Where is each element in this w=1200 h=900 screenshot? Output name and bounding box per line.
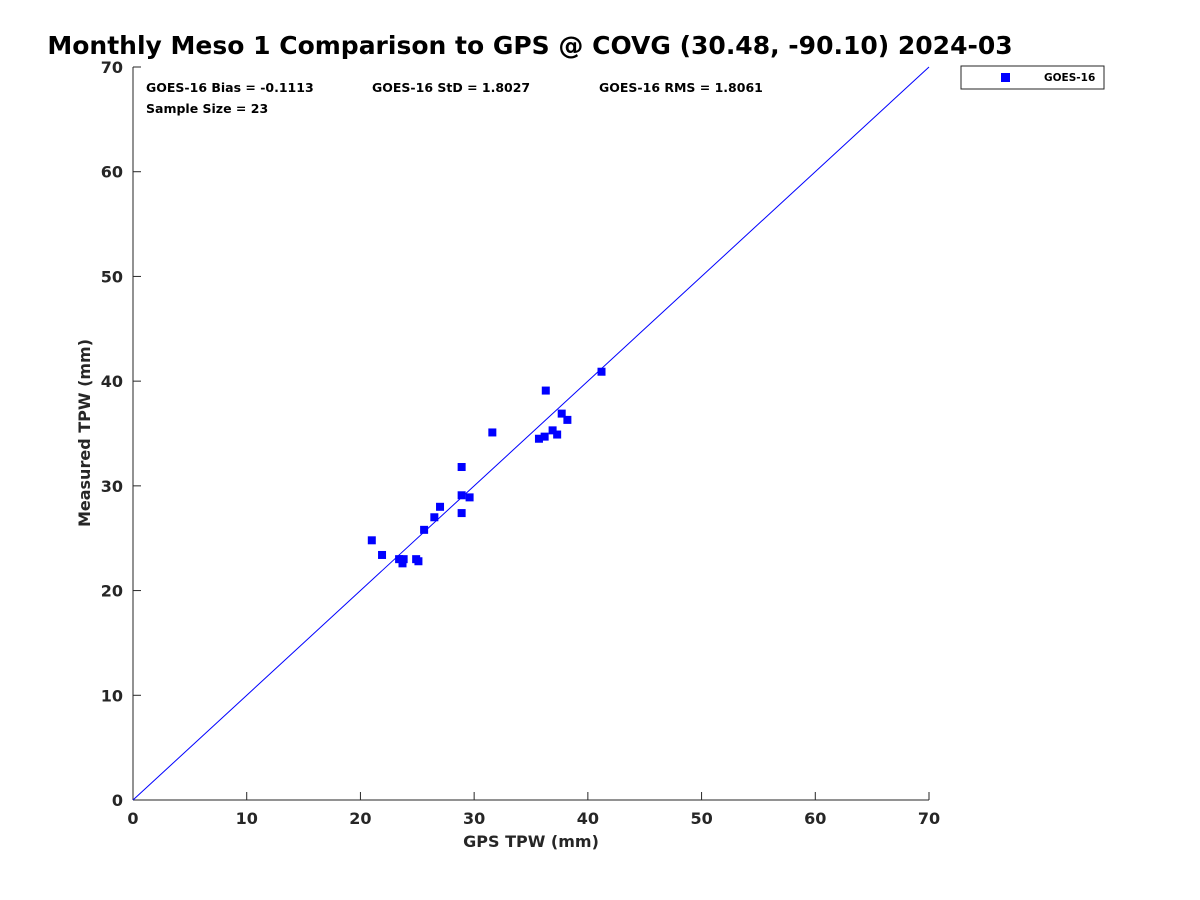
data-points — [367, 367, 606, 568]
y-tick-label: 20 — [101, 582, 123, 601]
axis-ticks: 0 10 20 30 40 50 60 70 0 10 20 30 40 50 60 70 — [101, 58, 940, 828]
legend-marker — [1001, 73, 1010, 82]
data-point — [563, 415, 572, 424]
y-tick-label: 50 — [101, 267, 123, 286]
chart-title: Monthly Meso 1 Comparison to GPS @ COVG … — [47, 31, 1012, 60]
data-point — [378, 550, 387, 559]
data-point — [457, 509, 466, 518]
data-point — [534, 434, 543, 443]
sample-size-stat: Sample Size = 23 — [146, 101, 268, 116]
x-tick-label: 60 — [804, 809, 826, 828]
x-tick-label: 20 — [349, 809, 371, 828]
data-point — [597, 367, 606, 376]
reference-line-group — [132, 66, 930, 801]
x-axis-label: GPS TPW (mm) — [463, 832, 599, 851]
y-tick-label: 0 — [112, 791, 123, 810]
axes — [132, 67, 929, 801]
legend-label: GOES-16 — [1044, 72, 1095, 84]
data-point — [548, 426, 557, 435]
data-point — [414, 557, 423, 566]
y-tick-label: 10 — [101, 686, 123, 705]
x-tick-label: 30 — [463, 809, 485, 828]
y-tick-label: 30 — [101, 477, 123, 496]
data-point — [367, 536, 376, 545]
x-tick-label: 70 — [918, 809, 940, 828]
data-point — [541, 386, 550, 395]
rms-stat: GOES-16 RMS = 1.8061 — [599, 80, 763, 95]
x-tick-label: 50 — [690, 809, 712, 828]
data-point — [540, 432, 549, 441]
bias-stat: GOES-16 Bias = -0.1113 — [146, 80, 314, 95]
y-axis-label: Measured TPW (mm) — [75, 339, 94, 527]
data-point — [420, 525, 429, 534]
data-point — [557, 409, 566, 418]
data-point — [488, 428, 497, 437]
std-stat: GOES-16 StD = 1.8027 — [372, 80, 530, 95]
plot-area: 0 10 20 30 40 50 60 70 0 10 20 30 40 50 60 70 — [101, 58, 940, 828]
legend: GOES-16 — [960, 65, 1105, 90]
one-to-one-line — [132, 66, 930, 801]
x-tick-label: 0 — [127, 809, 138, 828]
y-tick-label: 40 — [101, 372, 123, 391]
legend-box — [960, 65, 1105, 90]
data-point — [457, 463, 466, 472]
data-point — [395, 555, 404, 564]
y-tick-label: 70 — [101, 58, 123, 77]
data-point — [436, 502, 445, 511]
data-point — [399, 555, 408, 564]
y-tick-label: 60 — [101, 163, 123, 182]
x-tick-label: 40 — [577, 809, 599, 828]
data-point — [457, 491, 466, 500]
data-point — [465, 493, 474, 502]
data-point — [430, 513, 439, 522]
data-point — [398, 559, 407, 568]
statistics-annotations: GOES-16 Bias = -0.1113 GOES-16 StD = 1.8… — [146, 80, 763, 116]
x-tick-label: 10 — [236, 809, 258, 828]
data-point — [553, 430, 562, 439]
